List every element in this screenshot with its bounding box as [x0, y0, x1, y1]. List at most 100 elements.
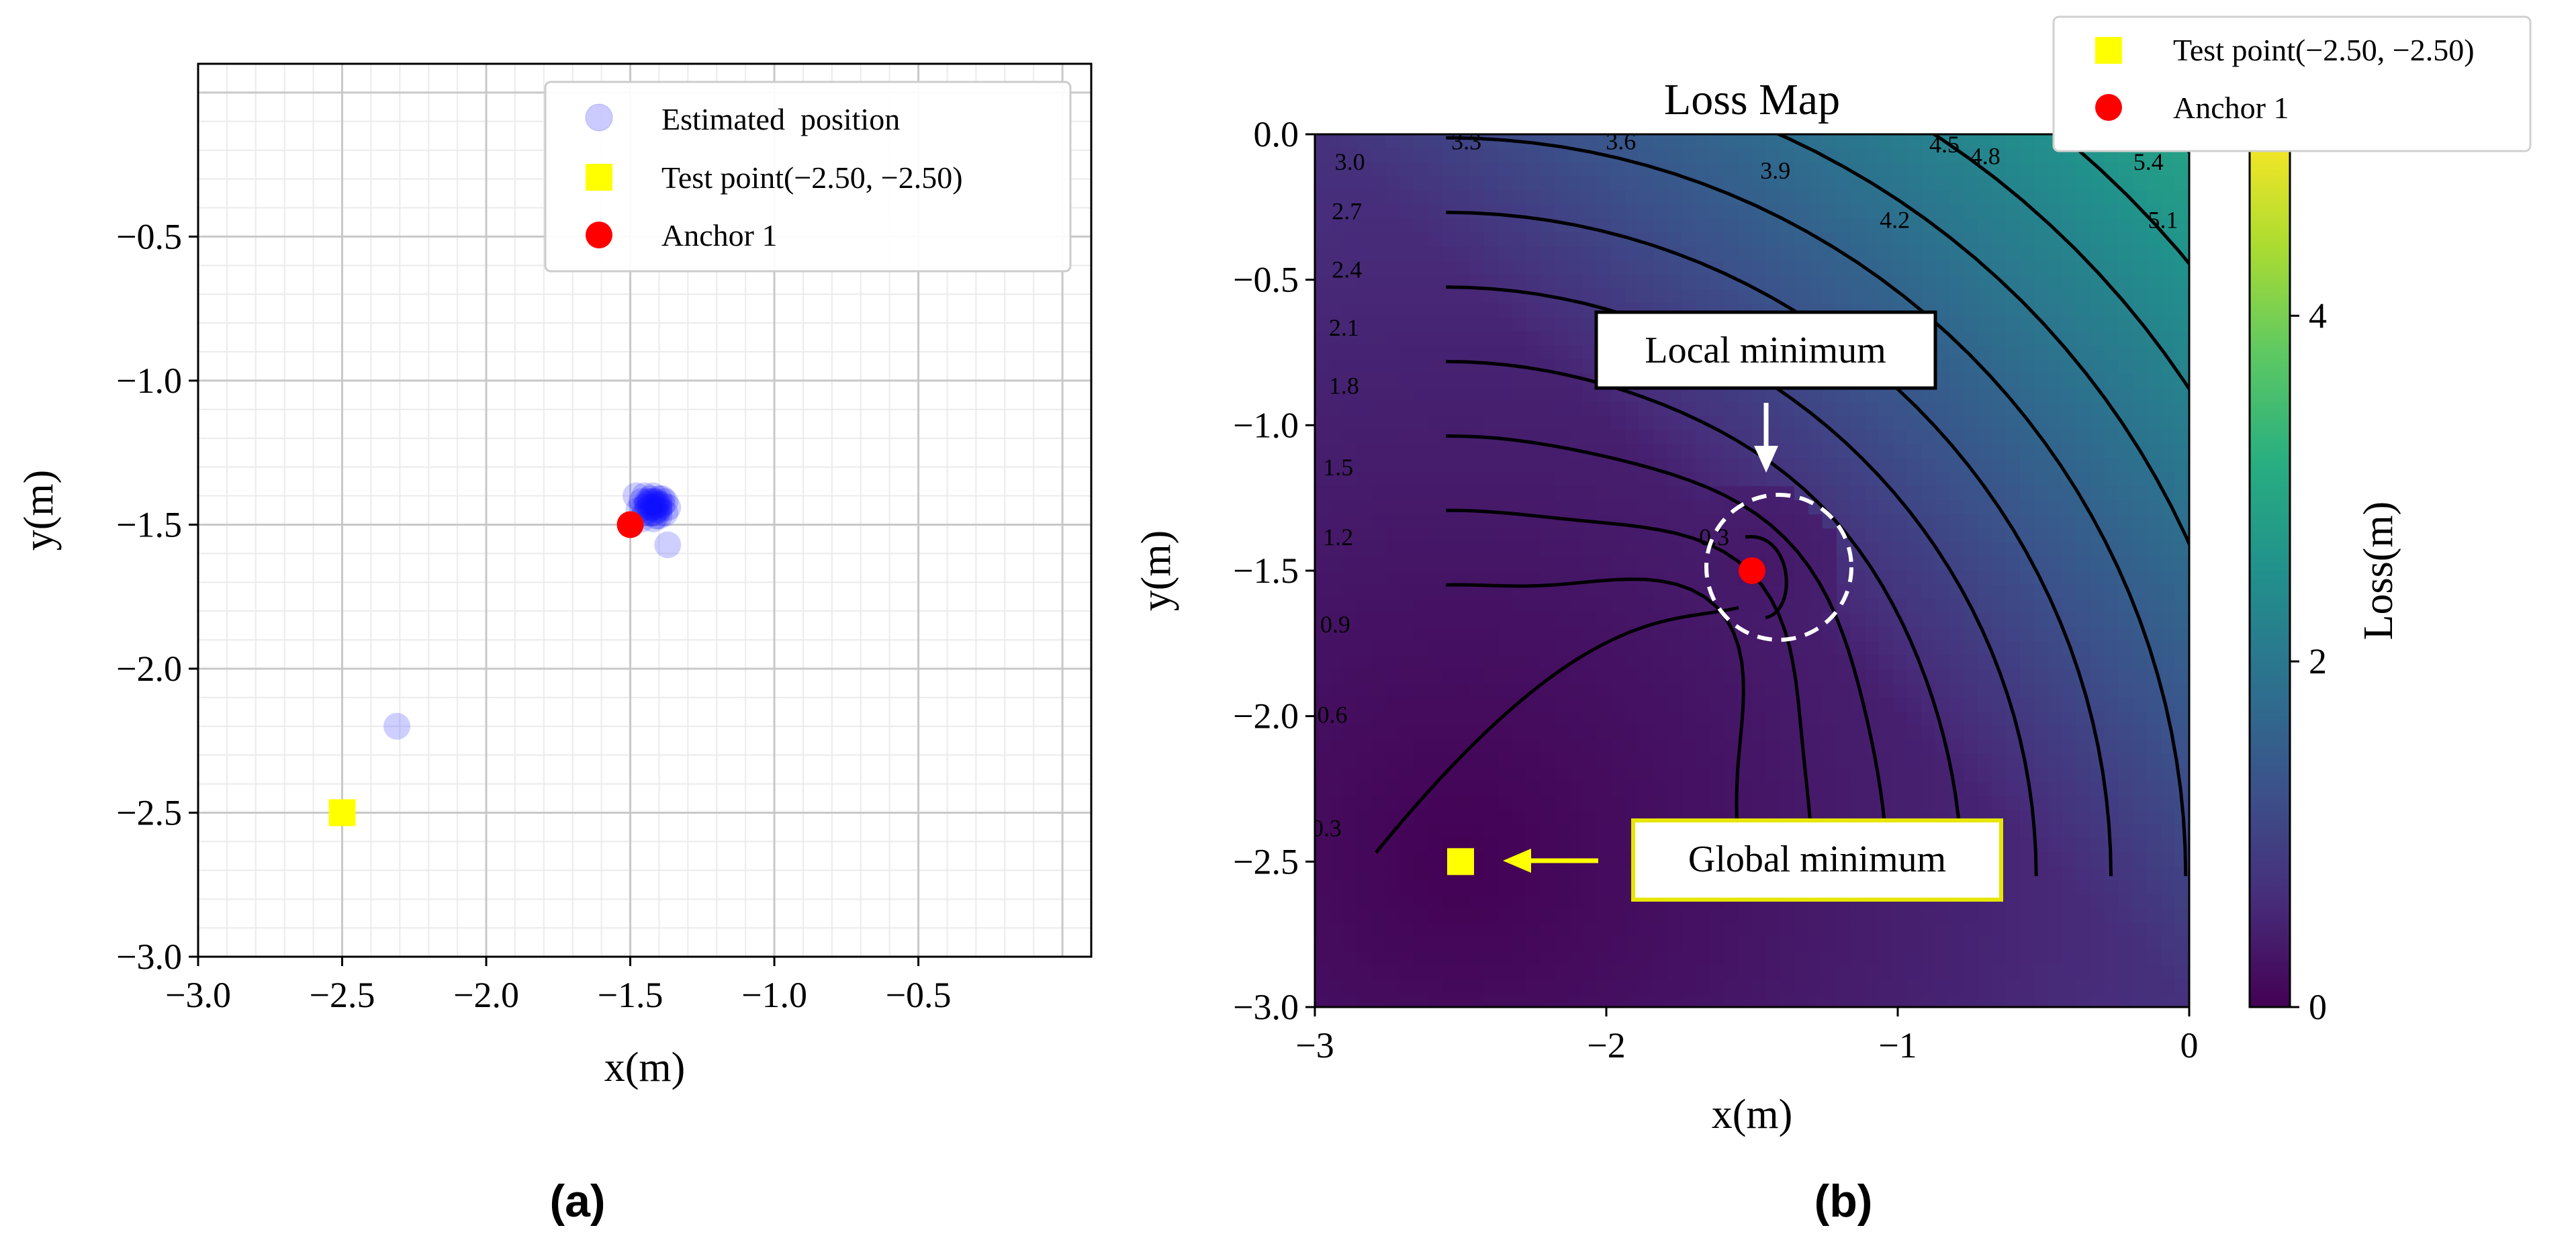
- heatmap-cell: [1315, 472, 1330, 487]
- heatmap-cell: [1540, 387, 1555, 403]
- heatmap-cell: [1879, 697, 1894, 712]
- heatmap-cell: [1315, 739, 1330, 755]
- heatmap-cell: [1399, 444, 1414, 459]
- heatmap-cell: [1794, 260, 1809, 276]
- heatmap-cell: [1343, 781, 1358, 797]
- heatmap-cell: [1315, 922, 1330, 938]
- heatmap-cell: [2020, 260, 2035, 276]
- heatmap-cell: [1653, 753, 1668, 769]
- heatmap-cell: [1414, 458, 1428, 473]
- heatmap-cell: [1865, 162, 1880, 177]
- heatmap-cell: [2161, 838, 2176, 853]
- heatmap-cell: [1597, 753, 1612, 769]
- heatmap-cell: [1428, 598, 1442, 614]
- heatmap-cell: [1357, 542, 1372, 558]
- heatmap-cell: [1428, 387, 1442, 403]
- heatmap-cell: [1823, 260, 1837, 276]
- heatmap-cell: [1484, 162, 1499, 177]
- heatmap-cell: [1498, 655, 1513, 670]
- heatmap-cell: [1992, 626, 2007, 642]
- contour-label: 4.2: [1880, 207, 1910, 234]
- heatmap-cell: [1357, 781, 1372, 797]
- heatmap-cell: [1484, 979, 1499, 994]
- heatmap-cell: [1583, 739, 1598, 755]
- heatmap-cell: [1808, 753, 1823, 769]
- heatmap-cell: [1498, 993, 1513, 1007]
- heatmap-cell: [2034, 922, 2049, 938]
- heatmap-cell: [1625, 753, 1640, 769]
- heatmap-cell: [1879, 458, 1894, 473]
- heatmap-cell: [1766, 739, 1781, 755]
- heatmap-cell: [2119, 528, 2133, 544]
- heatmap-cell: [1512, 416, 1527, 431]
- heatmap-cell: [1470, 444, 1485, 459]
- heatmap-cell: [1907, 430, 1922, 445]
- heatmap-cell: [1555, 246, 1569, 262]
- heatmap-cell: [1823, 486, 1837, 502]
- heatmap-cell: [1583, 880, 1598, 896]
- heatmap-cell: [1357, 317, 1372, 332]
- heatmap-cell: [1555, 148, 1569, 163]
- heatmap-cell: [1752, 753, 1767, 769]
- contour-line: [1446, 285, 2038, 877]
- heatmap-cell: [2105, 416, 2119, 431]
- heatmap-cell: [1357, 922, 1372, 938]
- heatmap-cell: [1611, 979, 1626, 994]
- heatmap-cell: [1498, 880, 1513, 896]
- heatmap-cell: [1907, 134, 1922, 149]
- heatmap-cell: [1667, 148, 1682, 163]
- heatmap-cell: [1442, 908, 1457, 924]
- heatmap-cell: [1371, 444, 1386, 459]
- heatmap-cell: [2006, 655, 2021, 670]
- heatmap-cell: [1414, 965, 1428, 980]
- heatmap-cell: [1569, 232, 1583, 248]
- heatmap-cell: [1526, 598, 1541, 614]
- heatmap-cell: [1935, 246, 1950, 262]
- heatmap-cell: [1442, 951, 1457, 966]
- heatmap-cell: [2062, 894, 2077, 910]
- heatmap-cell: [2034, 134, 2049, 149]
- heatmap-cell: [2147, 528, 2162, 544]
- heatmap-cell: [1667, 430, 1682, 445]
- local-minimum-box: [1594, 310, 1937, 390]
- heatmap-cell: [1611, 824, 1626, 839]
- heatmap-cell: [1526, 993, 1541, 1007]
- heatmap-cell: [1512, 373, 1527, 389]
- heatmap-cell: [1484, 458, 1499, 473]
- heatmap-cell: [1879, 528, 1894, 544]
- heatmap-cell: [2034, 937, 2049, 952]
- heatmap-cell: [2133, 838, 2148, 853]
- heatmap-cell: [1526, 880, 1541, 896]
- heatmap-cell: [1879, 937, 1894, 952]
- heatmap-cell: [1851, 640, 1866, 656]
- heatmap-cell: [1315, 725, 1330, 741]
- heatmap-cell: [1484, 387, 1499, 403]
- heatmap-cell: [1949, 514, 1964, 530]
- heatmap-cell: [1752, 711, 1767, 726]
- heatmap-cell: [1738, 753, 1753, 769]
- heatmap-cell: [1456, 880, 1471, 896]
- heatmap-cell: [1738, 458, 1753, 473]
- heatmap-cell: [1555, 683, 1569, 698]
- heatmap-cell: [2034, 303, 2049, 318]
- heatmap-cell: [1964, 134, 1978, 149]
- heatmap-cell: [1414, 612, 1428, 628]
- heatmap-cell: [2090, 246, 2105, 262]
- y-tick-label: −1.0: [1233, 405, 1299, 445]
- heatmap-cell: [1667, 725, 1682, 741]
- heatmap-cell: [1837, 289, 1851, 304]
- heatmap-cell: [1907, 937, 1922, 952]
- heatmap-cell: [1949, 275, 1964, 290]
- heatmap-cell: [1357, 303, 1372, 318]
- heatmap-cell: [1625, 275, 1640, 290]
- heatmap-cell: [1893, 655, 1908, 670]
- heatmap-cell: [2034, 514, 2049, 530]
- heatmap-cell: [1428, 275, 1442, 290]
- heatmap-cell: [2133, 218, 2148, 234]
- heatmap-cell: [1808, 965, 1823, 980]
- heatmap-cell: [1329, 725, 1344, 741]
- heatmap-cell: [1343, 345, 1358, 361]
- heatmap-cell: [1978, 331, 1992, 346]
- heatmap-cell: [1498, 528, 1513, 544]
- heatmap-cell: [1597, 528, 1612, 544]
